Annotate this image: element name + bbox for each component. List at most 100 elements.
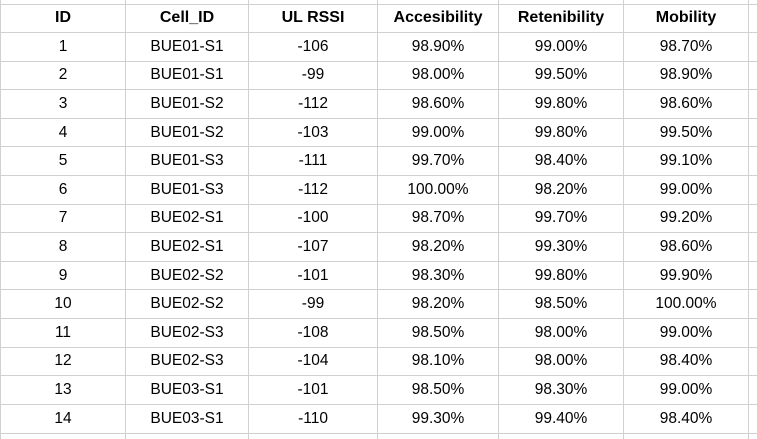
table-cell[interactable]: 11 (0, 318, 126, 348)
partial-cell[interactable] (377, 433, 499, 439)
table-cell[interactable]: BUE02-S1 (125, 204, 249, 234)
table-cell[interactable]: 99.20% (623, 204, 749, 234)
table-cell[interactable]: 99.00% (623, 375, 749, 405)
table-cell[interactable]: -100 (248, 204, 378, 234)
partial-cell[interactable] (248, 433, 378, 439)
table-cell[interactable]: 99.80% (498, 89, 624, 119)
table-cell[interactable]: 99.50% (498, 61, 624, 91)
table-cell[interactable]: BUE01-S1 (125, 61, 249, 91)
column-header-id[interactable]: ID (0, 4, 126, 34)
table-cell[interactable]: 12 (0, 347, 126, 377)
table-cell[interactable]: BUE02-S3 (125, 347, 249, 377)
table-cell[interactable]: BUE01-S3 (125, 146, 249, 177)
table-cell[interactable]: 10 (0, 289, 126, 320)
table-cell[interactable]: -101 (248, 375, 378, 405)
partial-cell[interactable] (498, 433, 624, 439)
table-cell[interactable]: 99.00% (623, 175, 749, 205)
table-cell[interactable]: 99.10% (623, 146, 749, 177)
partial-cell[interactable] (623, 0, 749, 5)
table-cell[interactable]: 99.70% (498, 204, 624, 234)
table-cell[interactable]: 99.80% (498, 118, 624, 148)
table-cell[interactable]: 98.90% (377, 32, 499, 62)
table-cell[interactable]: 4 (0, 118, 126, 148)
table-cell[interactable]: 98.50% (498, 289, 624, 320)
table-cell[interactable]: 99.90% (623, 261, 749, 291)
partial-cell[interactable] (377, 0, 499, 5)
table-cell[interactable]: BUE01-S2 (125, 118, 249, 148)
table-cell[interactable]: 99.00% (498, 32, 624, 62)
table-cell[interactable]: BUE03-S1 (125, 404, 249, 434)
table-cell[interactable]: 99.00% (377, 118, 499, 148)
table-cell[interactable]: 1 (0, 32, 126, 62)
table-cell[interactable]: BUE01-S2 (125, 89, 249, 119)
table-cell[interactable]: -106 (248, 32, 378, 62)
table-cell[interactable]: BUE02-S2 (125, 261, 249, 291)
table-cell[interactable]: -112 (248, 89, 378, 119)
column-header-retenibility[interactable]: Retenibility (498, 4, 624, 34)
table-cell[interactable]: 98.60% (623, 89, 749, 119)
table-cell[interactable]: 98.30% (498, 375, 624, 405)
table-cell[interactable]: -99 (248, 289, 378, 320)
partial-cell[interactable] (748, 61, 757, 91)
partial-cell[interactable] (748, 89, 757, 119)
partial-cell[interactable] (748, 375, 757, 405)
table-cell[interactable]: BUE02-S1 (125, 232, 249, 262)
partial-cell[interactable] (248, 0, 378, 5)
column-header-accesibility[interactable]: Accesibility (377, 4, 499, 34)
table-cell[interactable]: 98.50% (377, 375, 499, 405)
partial-cell[interactable] (0, 0, 126, 5)
partial-cell[interactable] (748, 289, 757, 320)
table-cell[interactable]: BUE02-S3 (125, 318, 249, 348)
table-cell[interactable]: 9 (0, 261, 126, 291)
partial-cell[interactable] (748, 232, 757, 262)
table-cell[interactable]: -112 (248, 175, 378, 205)
table-cell[interactable]: 6 (0, 175, 126, 205)
partial-cell[interactable] (748, 261, 757, 291)
table-cell[interactable]: 2 (0, 61, 126, 91)
table-cell[interactable]: -101 (248, 261, 378, 291)
table-cell[interactable]: 8 (0, 232, 126, 262)
table-cell[interactable]: 100.00% (377, 175, 499, 205)
partial-cell[interactable] (748, 118, 757, 148)
table-cell[interactable]: 99.50% (623, 118, 749, 148)
table-cell[interactable]: 99.80% (498, 261, 624, 291)
table-cell[interactable]: 98.20% (377, 289, 499, 320)
table-cell[interactable]: 98.50% (377, 318, 499, 348)
partial-cell[interactable] (748, 204, 757, 234)
table-cell[interactable]: 98.40% (498, 146, 624, 177)
table-cell[interactable]: 98.00% (498, 347, 624, 377)
table-cell[interactable]: 98.70% (377, 204, 499, 234)
table-cell[interactable]: BUE01-S1 (125, 32, 249, 62)
table-cell[interactable]: 98.70% (623, 32, 749, 62)
partial-cell[interactable] (748, 0, 757, 5)
column-header-mobility[interactable]: Mobility (623, 4, 749, 34)
partial-cell[interactable] (748, 146, 757, 177)
partial-cell[interactable] (125, 433, 249, 439)
table-cell[interactable]: 98.60% (377, 89, 499, 119)
column-header-cell-id[interactable]: Cell_ID (125, 4, 249, 34)
table-cell[interactable]: 14 (0, 404, 126, 434)
table-cell[interactable]: -110 (248, 404, 378, 434)
partial-cell[interactable] (748, 318, 757, 348)
table-cell[interactable]: 99.70% (377, 146, 499, 177)
table-cell[interactable]: BUE01-S3 (125, 175, 249, 205)
table-cell[interactable]: -108 (248, 318, 378, 348)
table-cell[interactable]: 99.40% (498, 404, 624, 434)
table-cell[interactable]: 98.10% (377, 347, 499, 377)
table-cell[interactable]: 98.40% (623, 347, 749, 377)
table-cell[interactable]: 98.60% (623, 232, 749, 262)
table-cell[interactable]: 7 (0, 204, 126, 234)
partial-cell[interactable] (0, 433, 126, 439)
table-cell[interactable]: 98.20% (498, 175, 624, 205)
table-cell[interactable]: 98.00% (498, 318, 624, 348)
table-cell[interactable]: 13 (0, 375, 126, 405)
table-cell[interactable]: 98.30% (377, 261, 499, 291)
table-cell[interactable]: -111 (248, 146, 378, 177)
column-header-ul-rssi[interactable]: UL RSSI (248, 4, 378, 34)
partial-cell[interactable] (748, 347, 757, 377)
partial-cell[interactable] (498, 0, 624, 5)
table-cell[interactable]: BUE03-S1 (125, 375, 249, 405)
table-cell[interactable]: 5 (0, 146, 126, 177)
partial-cell[interactable] (748, 4, 757, 34)
partial-cell[interactable] (748, 404, 757, 434)
